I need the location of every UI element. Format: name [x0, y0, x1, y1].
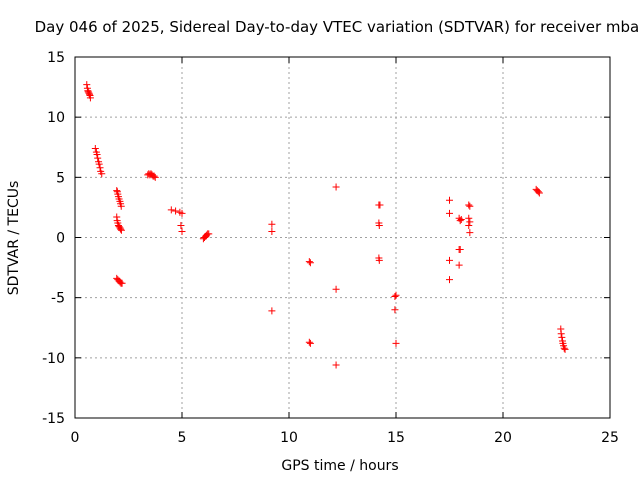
x-tick-label: 15 [387, 430, 405, 446]
data-point [91, 144, 99, 152]
x-tick-label: 10 [280, 430, 298, 446]
data-point [83, 81, 91, 89]
y-tick-label: -10 [42, 351, 65, 367]
data-point [446, 196, 453, 204]
data-point [93, 150, 101, 158]
data-points [83, 81, 569, 369]
data-point [465, 201, 473, 209]
data-point [375, 221, 383, 229]
axis-ticks: 0 5 10 15 20 25 -15 -10 -5 0 5 10 15 [42, 50, 619, 446]
data-point [446, 209, 453, 217]
data-point [306, 339, 314, 347]
y-tick-label: -5 [51, 291, 65, 307]
data-point [268, 307, 276, 315]
data-point [117, 225, 125, 233]
data-point [305, 258, 313, 266]
data-point [558, 333, 566, 341]
data-point [305, 338, 313, 346]
data-point [557, 330, 565, 338]
y-tick-label: 10 [47, 110, 65, 126]
data-point [150, 172, 158, 180]
data-point [167, 206, 175, 214]
data-point [332, 183, 340, 191]
chart-title: Day 046 of 2025, Sidereal Day-to-day VTE… [35, 18, 640, 36]
data-point [465, 214, 473, 222]
data-point [392, 291, 400, 299]
data-point [118, 279, 126, 287]
data-point [376, 201, 384, 209]
data-point [172, 207, 180, 215]
data-point [455, 261, 463, 269]
data-point [446, 276, 453, 284]
x-tick-label: 0 [71, 430, 80, 446]
y-axis-label: SDTVAR / TECUs [6, 181, 22, 296]
data-point [178, 209, 186, 217]
data-point [151, 173, 159, 181]
data-point [466, 229, 474, 237]
data-point [332, 361, 340, 369]
data-point [117, 202, 125, 210]
data-point [391, 292, 399, 300]
data-point [86, 94, 94, 102]
data-point [457, 215, 465, 223]
data-point [392, 339, 400, 347]
data-point [205, 230, 213, 238]
data-point [560, 344, 568, 352]
x-axis-label: GPS time / hours [281, 458, 398, 474]
data-point [534, 188, 542, 196]
data-point [466, 218, 474, 226]
data-point [446, 256, 453, 264]
data-point [117, 226, 125, 234]
x-tick-label: 20 [494, 430, 512, 446]
x-tick-label: 5 [178, 430, 187, 446]
data-point [332, 285, 340, 293]
data-point [456, 246, 464, 254]
y-tick-label: 5 [56, 170, 65, 186]
data-point [466, 202, 474, 210]
data-point [95, 160, 103, 168]
data-point [561, 345, 569, 353]
data-point [177, 221, 185, 229]
data-point [178, 227, 186, 235]
data-point [306, 259, 314, 267]
data-point [456, 217, 464, 225]
data-point [268, 220, 276, 228]
x-tick-label: 25 [601, 430, 619, 446]
data-point [375, 256, 383, 264]
y-tick-label: 0 [56, 231, 65, 247]
data-point [535, 189, 543, 197]
y-tick-label: 15 [47, 50, 65, 66]
data-point [465, 221, 473, 229]
data-point [391, 306, 399, 314]
data-point [113, 187, 121, 195]
data-point [96, 164, 104, 172]
data-point [98, 170, 106, 178]
grid [75, 57, 610, 418]
y-tick-label: -15 [42, 411, 65, 427]
data-point [268, 227, 276, 235]
data-point [94, 154, 102, 162]
